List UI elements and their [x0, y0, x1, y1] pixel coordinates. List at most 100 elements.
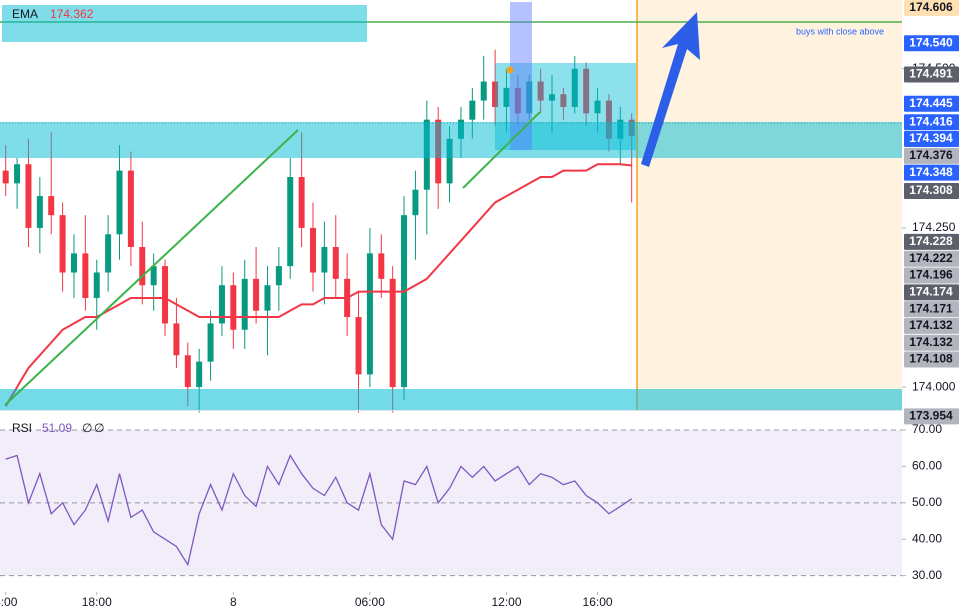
price-label: 174.308 [909, 183, 953, 197]
rsi-legend-name: RSI [12, 421, 32, 435]
price-label: 173.954 [909, 409, 953, 423]
legend-name: EMA [12, 7, 38, 21]
price-label: 174.348 [909, 165, 953, 179]
arrow [641, 12, 700, 167]
candle-body [218, 285, 225, 324]
price-label-box [904, 147, 959, 164]
candle-body [412, 189, 419, 216]
candle-body [287, 176, 294, 267]
candle-body [25, 164, 32, 228]
y-tick-label: 174.250 [912, 220, 956, 234]
candle-body [70, 253, 77, 273]
candle-body [82, 253, 89, 298]
price-label: 174.606 [909, 0, 953, 14]
price-label-box [904, 267, 959, 284]
price-label: 174.228 [909, 234, 953, 248]
y-tick-label: 30.00 [912, 568, 942, 582]
drawings [0, 0, 902, 411]
candle-body [298, 176, 305, 228]
candle-body [116, 170, 123, 235]
x-tick-label: 16:00 [583, 595, 613, 609]
candle-body [605, 100, 612, 139]
price-label-box [904, 351, 959, 368]
candle-body [401, 215, 408, 388]
y-tick-label: 174.000 [912, 379, 956, 393]
candle-body [389, 278, 396, 388]
candle-body [549, 94, 556, 101]
zone [0, 389, 902, 410]
candle-body [503, 87, 510, 107]
price-label: 174.491 [909, 67, 953, 81]
zone [510, 2, 532, 150]
rsi-legend-value: 51.09 [42, 421, 72, 435]
x-tick-label: 06:00 [355, 595, 385, 609]
zone [495, 63, 636, 150]
trendline [4, 129, 299, 406]
candle-body [184, 355, 191, 388]
price-label: 174.132 [909, 318, 953, 332]
future-area [637, 0, 902, 410]
price-label-box [904, 317, 959, 334]
price-label-box [904, 164, 959, 181]
marks-layer [2, 49, 635, 567]
candle-body [207, 323, 214, 362]
candle-body [321, 247, 328, 273]
candle-body [332, 247, 339, 279]
candle-body [469, 100, 476, 120]
candle-body [127, 170, 134, 248]
y-tick-label: 40.00 [912, 531, 942, 545]
price-label-box [904, 408, 959, 425]
candle-body [162, 266, 169, 324]
ema-line [4, 163, 632, 407]
price-label-box [904, 35, 959, 52]
candle-body [480, 81, 487, 101]
candle-body [59, 215, 66, 273]
candle-body [150, 266, 157, 286]
rsi-line [5, 454, 633, 567]
price-label: 174.132 [909, 335, 953, 349]
candle-body [378, 253, 385, 279]
price-label: 174.196 [909, 268, 953, 282]
price-label: 174.171 [909, 301, 953, 315]
candle-body [526, 81, 533, 114]
price-label: 174.445 [909, 96, 953, 110]
price-label: 174.174 [909, 284, 953, 298]
candle-body [537, 81, 544, 101]
price-label: 174.416 [909, 114, 953, 128]
x-tick-label: 4:00 [0, 595, 18, 609]
candle-body [446, 138, 453, 184]
price-label-box [904, 66, 959, 83]
candle-body [93, 272, 100, 298]
y-tick-label: 70.00 [912, 422, 942, 436]
price-label-box [904, 114, 959, 131]
under-layer [0, 429, 902, 577]
price-label-box [904, 182, 959, 199]
price-label-box [904, 95, 959, 112]
candle-body [253, 278, 260, 311]
rsi-legend-extra: ∅ [82, 421, 92, 435]
x-tick-label: 12:00 [491, 595, 521, 609]
price-label: 174.394 [909, 131, 953, 145]
candle-body [309, 227, 316, 273]
zone [2, 5, 367, 42]
candle-body [594, 100, 601, 114]
candle-body [105, 234, 112, 273]
candle-body [492, 81, 499, 107]
candle-body [275, 266, 282, 286]
price-label-box [904, 250, 959, 267]
price-label-box [904, 131, 959, 148]
candle-body [2, 170, 9, 184]
x-tick-label: 18:00 [82, 595, 112, 609]
x-tick-label: 8 [230, 595, 237, 609]
candle-body [583, 68, 590, 114]
candle-body [264, 285, 271, 311]
price-label: 174.222 [909, 251, 953, 265]
price-label-box [904, 233, 959, 250]
candle-body [173, 323, 180, 356]
price-label-box [904, 0, 959, 16]
candle-body [241, 278, 248, 330]
rsi-legend-extra: ∅ [94, 421, 104, 435]
